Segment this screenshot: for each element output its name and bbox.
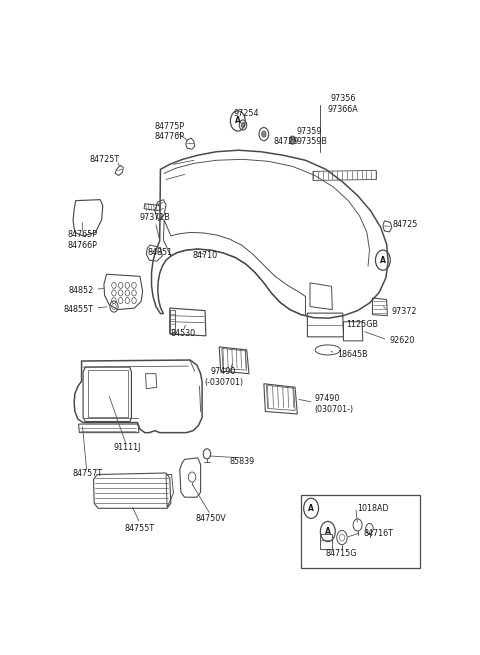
Text: 84729: 84729: [274, 137, 299, 146]
Text: 84750V: 84750V: [195, 514, 226, 523]
Text: 97371B: 97371B: [139, 213, 170, 222]
Text: A: A: [325, 527, 331, 536]
Text: 84530: 84530: [170, 329, 195, 338]
Text: 97490
(-030701): 97490 (-030701): [204, 367, 243, 387]
Text: 91111J: 91111J: [113, 443, 141, 453]
Text: 84755T: 84755T: [125, 524, 155, 533]
Bar: [301, 495, 420, 568]
Text: 84716T: 84716T: [363, 529, 393, 538]
Circle shape: [262, 131, 266, 137]
Text: 84765P
84766P: 84765P 84766P: [67, 231, 97, 250]
Text: 84851: 84851: [148, 248, 173, 257]
Text: 84710: 84710: [192, 251, 217, 259]
Text: 84725: 84725: [393, 220, 418, 229]
Text: 97359
97359B: 97359 97359B: [296, 127, 327, 146]
Text: 84855T: 84855T: [63, 305, 94, 314]
Text: A: A: [308, 504, 314, 513]
Text: 85839: 85839: [229, 457, 255, 466]
Text: 92620: 92620: [389, 337, 415, 345]
Circle shape: [241, 122, 245, 128]
Text: A: A: [235, 117, 241, 126]
Text: A: A: [380, 255, 386, 265]
Text: 84715G: 84715G: [325, 549, 357, 558]
Text: 97490
(030701-): 97490 (030701-): [315, 394, 354, 413]
Text: 1018AD: 1018AD: [358, 504, 389, 513]
Text: 97372: 97372: [391, 307, 417, 316]
Text: 97356
97366A: 97356 97366A: [327, 94, 358, 113]
Text: 84725T: 84725T: [90, 155, 120, 164]
Text: 84775P
84776P: 84775P 84776P: [155, 122, 185, 141]
Text: 18645B: 18645B: [337, 350, 368, 360]
Text: 1125GB: 1125GB: [347, 320, 378, 329]
Text: 84852: 84852: [68, 286, 94, 295]
Circle shape: [289, 136, 296, 144]
Text: 84757T: 84757T: [73, 468, 103, 477]
Text: 97254: 97254: [233, 109, 259, 119]
